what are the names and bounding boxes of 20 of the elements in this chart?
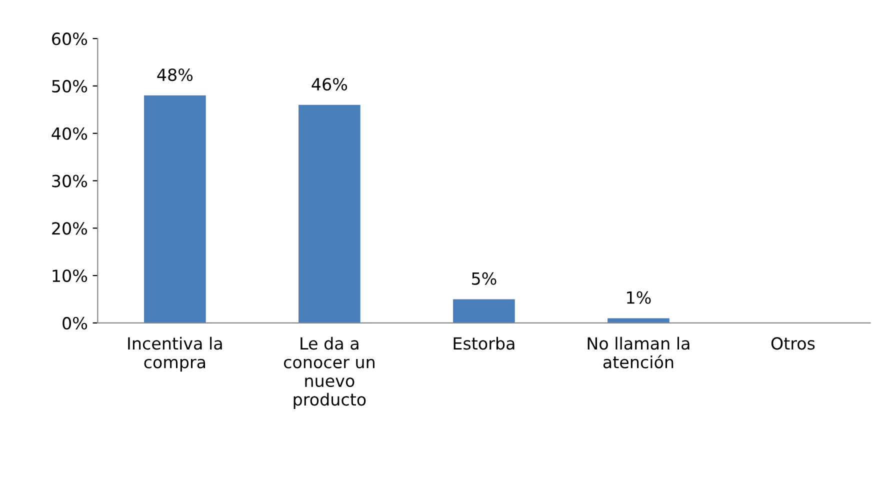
y-tick-label: 10% (52, 270, 88, 282)
x-tick-label: Le da a conocer un nuevo producto (284, 336, 374, 409)
bar (144, 95, 206, 323)
y-tick-label: 0% (62, 316, 88, 330)
y-tick-label: 50% (52, 80, 88, 93)
data-label: 46% (312, 78, 348, 91)
x-tick-label: No llaman la atención (588, 336, 690, 368)
bar (298, 104, 360, 323)
x-tick-label: Incentiva la compra (128, 336, 222, 372)
y-tick-label: 30% (52, 174, 88, 188)
bar (453, 299, 515, 323)
x-tick-label: Otros (771, 337, 815, 350)
y-tick-label: 60% (52, 32, 88, 46)
y-tick-label: 20% (52, 222, 88, 235)
data-label: 5% (472, 272, 496, 285)
data-label: 1% (627, 291, 651, 304)
y-tick-label: 40% (52, 127, 88, 140)
data-label: 48% (157, 68, 193, 82)
x-tick-label: Estorba (454, 336, 514, 350)
bar (608, 318, 670, 323)
